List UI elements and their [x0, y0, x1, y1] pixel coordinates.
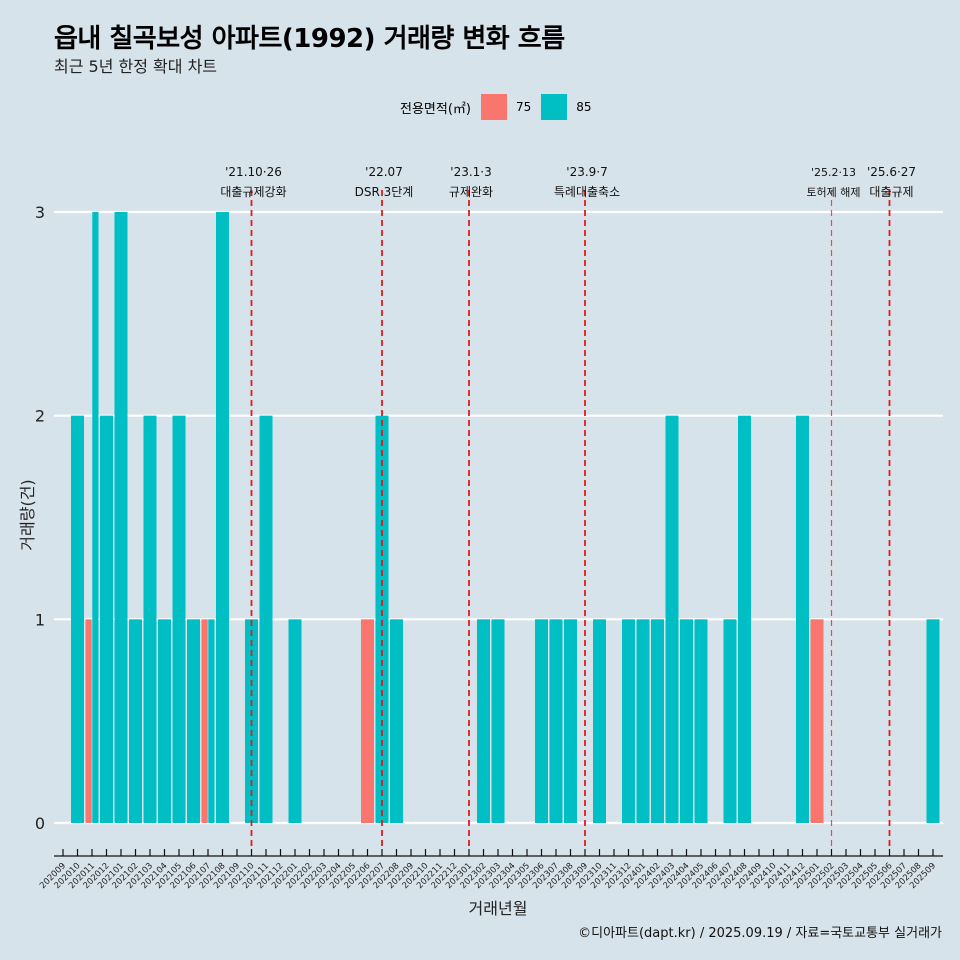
bar-85-202111	[259, 415, 273, 823]
bar-75-202501	[810, 619, 824, 823]
bar-85-202102	[129, 619, 142, 823]
y-tick-label: 0	[35, 814, 45, 833]
y-tick-label: 1	[35, 610, 45, 629]
bar-85-202308	[564, 619, 577, 823]
bar-85-202105	[172, 415, 186, 823]
y-axis-title: 거래량(건)	[18, 479, 37, 550]
bar-85-202412	[796, 415, 809, 823]
bar-85-202107	[208, 619, 215, 823]
x-axis-title: 거래년월	[469, 899, 528, 918]
event-date-202502: '25.2·13	[811, 166, 856, 179]
chart-title: 읍내 칠곡보성 아파트(1992) 거래량 변화 흐름	[54, 24, 565, 54]
chart-subtitle: 최근 5년 한정 확대 차트	[54, 57, 218, 76]
bar-85-202403	[665, 415, 679, 823]
bar-85-202011	[92, 212, 99, 823]
source-footer: ©디아파트(dapt.kr) / 2025.09.19 / 자료=국토교통부 실…	[578, 926, 942, 941]
bar-85-202407	[723, 619, 737, 823]
bar-85-202207	[375, 415, 389, 823]
event-date-202301: '23.1·3	[450, 165, 491, 179]
bar-75-202011	[85, 619, 92, 823]
bar-85-202302	[477, 619, 490, 823]
bar-85-202402	[651, 619, 664, 823]
bar-85-202306	[535, 619, 548, 823]
bar-85-202312	[622, 619, 635, 823]
bar-85-202012	[100, 415, 113, 823]
bar-85-202106	[187, 619, 200, 823]
event-date-202207: '22.07	[365, 165, 403, 179]
event-date-202309: '23.9·7	[566, 165, 607, 179]
event-date-202110: '21.10·26	[225, 165, 282, 179]
bar-85-202208	[390, 619, 403, 823]
legend-title: 전용면적(㎡)	[400, 101, 471, 117]
legend-label-85: 85	[576, 100, 592, 114]
y-tick-label: 3	[35, 203, 45, 222]
bar-85-202401	[636, 619, 650, 823]
legend: 전용면적(㎡) 75 85	[400, 94, 602, 120]
event-label-202506: 대출규제	[869, 185, 913, 199]
bar-85-202103	[143, 415, 157, 823]
bar-85-202404	[680, 619, 693, 823]
event-label-202301: 규제완화	[449, 185, 493, 199]
event-label-202207: DSR 3단계	[355, 185, 414, 199]
event-label-202502: 토허제 해제	[806, 185, 860, 199]
bar-75-202107	[201, 619, 208, 823]
legend-key-85	[541, 94, 568, 120]
legend-key-75	[480, 94, 507, 120]
bar-85-202408	[738, 415, 751, 823]
bar-85-202101	[114, 212, 128, 823]
bar-75-202206	[361, 619, 374, 823]
y-tick-label: 2	[35, 407, 45, 426]
bar-85-202310	[593, 619, 606, 823]
bar-85-202104	[158, 619, 171, 823]
bar-85-202405	[694, 619, 708, 823]
bar-85-202303	[491, 619, 505, 823]
bar-85-202307	[549, 619, 563, 823]
bar-85-202201	[288, 619, 302, 823]
event-date-202506: '25.6·27	[867, 165, 916, 179]
bar-85-202010	[71, 415, 84, 823]
bar-85-202108	[216, 212, 229, 823]
legend-label-75: 75	[515, 100, 532, 114]
event-label-202110: 대출규제강화	[220, 185, 286, 199]
bar-85-202509	[926, 619, 940, 823]
event-label-202309: 특례대출축소	[554, 185, 620, 199]
